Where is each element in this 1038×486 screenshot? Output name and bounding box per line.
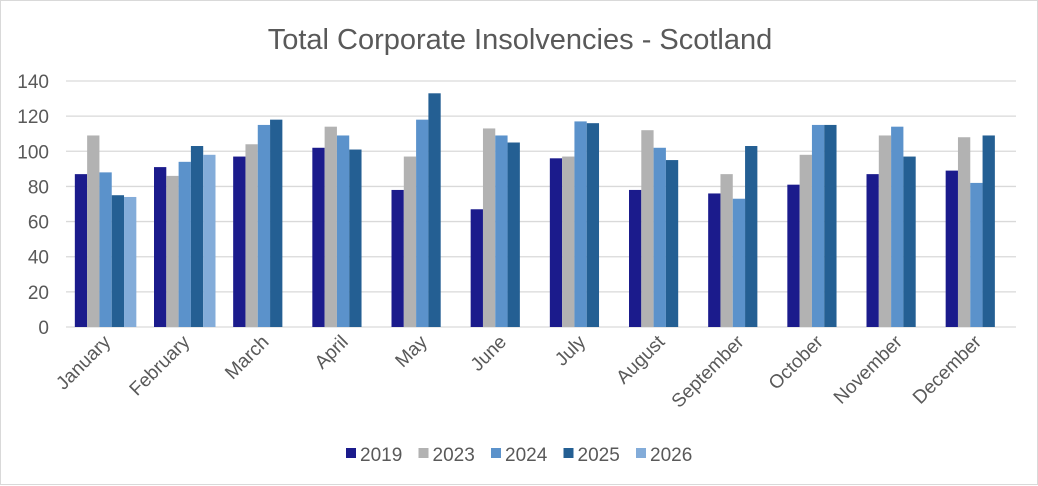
legend: 2019 2023 2024 2025 2026 [346, 445, 692, 466]
bar-2024-june [495, 135, 508, 327]
bar-2019-june [470, 209, 483, 327]
bar-2024-august [653, 147, 666, 327]
bar-2023-june [482, 128, 496, 327]
bar-2025-may [428, 93, 441, 327]
bar-2025-august [665, 160, 679, 327]
bar-2026-february [203, 154, 216, 327]
gridlines [66, 80, 1016, 328]
chart-title: Total Corporate Insolvencies - Scotland [268, 24, 773, 56]
legend-swatch-2025 [563, 448, 574, 458]
bar-2024-february [178, 161, 191, 327]
bar-2023-february [166, 175, 179, 327]
bar-2019-january [74, 174, 88, 327]
bar-2019-august [629, 189, 642, 327]
bar-2025-january [111, 195, 125, 327]
bars [74, 93, 995, 328]
bar-2019-october [787, 184, 800, 327]
bar-2023-march [245, 144, 258, 327]
x-axis: January February March April May June July Augu… [52, 331, 986, 412]
bar-2025-november [903, 156, 916, 327]
y-tick-label: 120 [17, 107, 49, 128]
bar-2024-may [416, 119, 429, 328]
x-tick-label: March [221, 332, 273, 384]
bar-2023-december [957, 137, 971, 327]
bar-2023-january [87, 135, 100, 327]
legend-swatch-2026 [636, 448, 646, 458]
y-tick-label: 100 [17, 142, 49, 163]
bar-2019-march [233, 156, 246, 327]
bar-2019-may [391, 189, 404, 327]
bar-2023-august [641, 130, 654, 327]
x-tick-label: May [392, 331, 433, 372]
x-tick-label: September [668, 331, 749, 412]
legend-label: 2024 [505, 445, 548, 466]
legend-label: 2023 [433, 445, 475, 466]
bar-2025-june [507, 142, 520, 327]
legend-swatch-2024 [491, 448, 501, 458]
bar-2024-april [336, 135, 350, 327]
y-tick-label: 0 [38, 318, 49, 339]
bar-2023-november [878, 135, 892, 327]
bar-2023-july [562, 156, 575, 327]
x-tick-label: October [765, 331, 828, 394]
x-tick-label: December [909, 331, 986, 408]
x-tick-label: November [830, 331, 907, 408]
bar-2019-september [708, 193, 721, 327]
x-tick-label: July [551, 331, 590, 370]
legend-label: 2019 [360, 445, 402, 466]
y-tick-label: 20 [28, 283, 49, 304]
y-tick-label: 60 [28, 213, 49, 234]
y-tick-label: 80 [28, 177, 49, 198]
bar-2024-december [970, 182, 983, 327]
bar-2019-november [866, 174, 879, 327]
bar-2019-december [945, 170, 958, 327]
bar-2023-september [720, 174, 733, 327]
bar-2019-april [312, 147, 325, 327]
bar-2024-march [257, 124, 271, 327]
bar-2023-april [324, 126, 337, 327]
bar-2024-july [574, 121, 587, 328]
bar-2024-october [811, 124, 825, 327]
bar-2025-december [982, 135, 995, 327]
x-tick-label: January [52, 331, 115, 394]
bar-2025-september [745, 146, 758, 327]
bar-2019-february [154, 167, 167, 327]
bar-2025-july [586, 123, 600, 328]
bar-2026-january [124, 196, 137, 327]
bar-2023-may [403, 156, 417, 327]
bar-2024-january [99, 172, 112, 327]
x-tick-label: August [613, 331, 670, 388]
x-tick-label: February [126, 331, 195, 400]
bar-2025-march [270, 119, 283, 328]
y-tick-label: 40 [28, 248, 49, 269]
y-axis: 0 20 40 60 80 100 120 140 [17, 72, 49, 339]
y-tick-label: 140 [17, 72, 49, 93]
legend-label: 2026 [650, 445, 692, 466]
bar-2019-july [549, 158, 563, 327]
legend-swatch-2019 [346, 448, 356, 458]
bar-2025-april [349, 149, 362, 327]
legend-swatch-2023 [418, 448, 429, 458]
x-tick-label: June [467, 332, 511, 376]
x-tick-label: April [311, 332, 353, 374]
legend-label: 2025 [578, 445, 620, 466]
bar-2025-october [824, 124, 837, 327]
bar-2025-february [190, 146, 204, 327]
bar-2024-november [891, 126, 904, 327]
bar-2024-september [732, 198, 746, 327]
bar-2023-october [799, 154, 812, 327]
